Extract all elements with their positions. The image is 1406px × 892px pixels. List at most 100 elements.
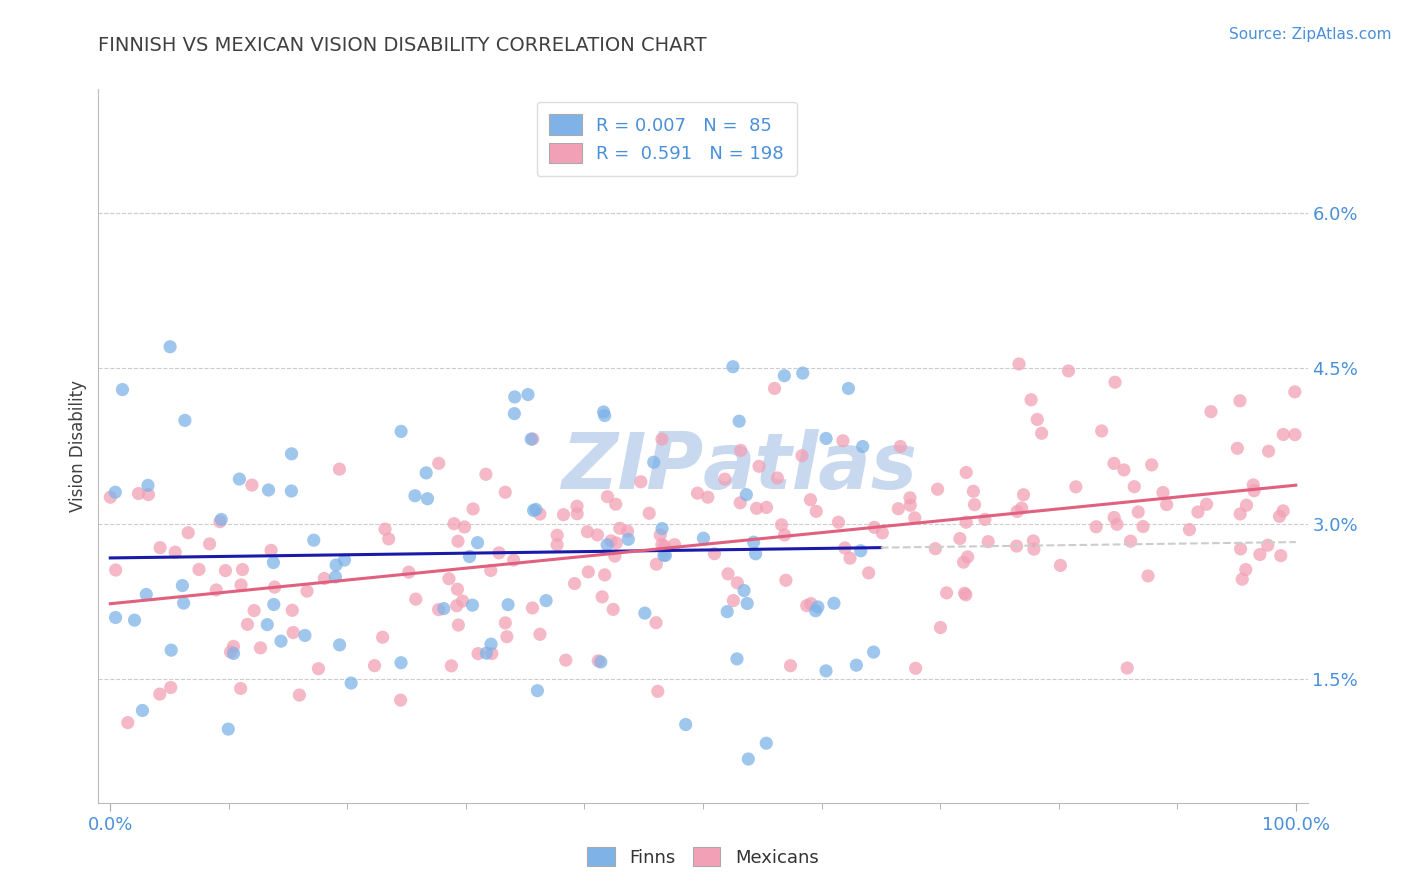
Point bbox=[217, 722, 239, 736]
Point bbox=[800, 597, 823, 611]
Point bbox=[340, 676, 363, 690]
Point bbox=[1019, 392, 1042, 407]
Point bbox=[725, 575, 748, 590]
Point bbox=[839, 551, 862, 566]
Point bbox=[1049, 558, 1071, 573]
Point bbox=[328, 462, 350, 476]
Point bbox=[834, 541, 856, 555]
Point bbox=[977, 534, 1000, 549]
Point bbox=[591, 590, 613, 604]
Point bbox=[1005, 504, 1028, 518]
Point bbox=[389, 656, 412, 670]
Point bbox=[1152, 485, 1174, 500]
Point bbox=[475, 646, 498, 660]
Point bbox=[1102, 510, 1125, 524]
Point bbox=[263, 580, 285, 594]
Point bbox=[333, 553, 356, 567]
Point bbox=[389, 425, 412, 439]
Point bbox=[596, 490, 619, 504]
Point bbox=[593, 567, 616, 582]
Y-axis label: Vision Disability: Vision Disability bbox=[69, 380, 87, 512]
Point bbox=[479, 637, 502, 651]
Point bbox=[1272, 427, 1295, 442]
Point bbox=[617, 533, 640, 547]
Point bbox=[654, 549, 676, 563]
Point bbox=[461, 502, 484, 516]
Point bbox=[172, 578, 194, 592]
Point bbox=[546, 538, 568, 552]
Point bbox=[240, 478, 263, 492]
Point bbox=[209, 512, 232, 526]
Point bbox=[605, 497, 627, 511]
Point bbox=[117, 715, 139, 730]
Point bbox=[281, 603, 304, 617]
Point bbox=[773, 368, 796, 383]
Point bbox=[325, 570, 347, 584]
Point bbox=[766, 471, 789, 485]
Point bbox=[763, 381, 786, 395]
Point bbox=[872, 525, 894, 540]
Point bbox=[675, 717, 697, 731]
Point bbox=[904, 511, 927, 525]
Point bbox=[630, 475, 652, 489]
Point bbox=[404, 489, 426, 503]
Point bbox=[447, 534, 470, 549]
Point bbox=[128, 486, 150, 500]
Point bbox=[229, 681, 252, 696]
Point bbox=[219, 645, 242, 659]
Point bbox=[1012, 488, 1035, 502]
Point bbox=[165, 545, 187, 559]
Point bbox=[929, 620, 952, 634]
Point bbox=[554, 653, 576, 667]
Point bbox=[307, 662, 329, 676]
Point bbox=[451, 594, 474, 608]
Point bbox=[730, 443, 752, 458]
Point bbox=[1229, 507, 1251, 521]
Point bbox=[214, 564, 236, 578]
Point bbox=[398, 565, 420, 579]
Point bbox=[755, 500, 778, 515]
Point bbox=[852, 440, 875, 454]
Point bbox=[437, 572, 460, 586]
Point bbox=[1156, 498, 1178, 512]
Point bbox=[651, 537, 673, 551]
Text: atlas: atlas bbox=[703, 429, 918, 506]
Point bbox=[467, 535, 489, 549]
Point bbox=[124, 613, 146, 627]
Point bbox=[728, 496, 751, 510]
Point bbox=[98, 490, 121, 504]
Point bbox=[748, 459, 770, 474]
Point bbox=[807, 599, 830, 614]
Point bbox=[174, 413, 197, 427]
Point bbox=[524, 502, 547, 516]
Point bbox=[440, 658, 463, 673]
Point bbox=[576, 565, 599, 579]
Point bbox=[503, 390, 526, 404]
Point bbox=[735, 488, 758, 502]
Point bbox=[1091, 424, 1114, 438]
Point bbox=[188, 562, 211, 576]
Point bbox=[1104, 376, 1126, 390]
Point bbox=[647, 684, 669, 698]
Point bbox=[228, 472, 250, 486]
Point bbox=[1270, 549, 1292, 563]
Point bbox=[159, 681, 181, 695]
Point bbox=[845, 658, 868, 673]
Point bbox=[955, 588, 977, 602]
Text: Source: ZipAtlas.com: Source: ZipAtlas.com bbox=[1229, 27, 1392, 42]
Point bbox=[415, 466, 437, 480]
Point bbox=[458, 549, 481, 564]
Point bbox=[427, 602, 450, 616]
Point bbox=[1284, 427, 1306, 442]
Point bbox=[302, 533, 325, 548]
Point bbox=[1031, 426, 1053, 441]
Point bbox=[496, 598, 519, 612]
Point bbox=[863, 520, 886, 534]
Point bbox=[804, 604, 827, 618]
Point bbox=[858, 566, 880, 580]
Point bbox=[775, 574, 797, 588]
Point bbox=[173, 596, 195, 610]
Point bbox=[131, 704, 153, 718]
Point bbox=[721, 359, 744, 374]
Point bbox=[534, 593, 557, 607]
